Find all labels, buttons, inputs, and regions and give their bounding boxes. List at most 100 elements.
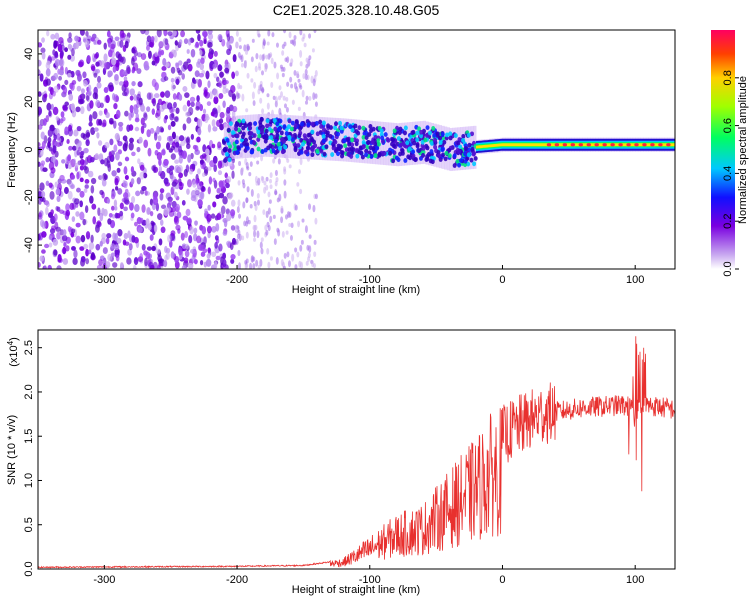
ridge-peak (650, 143, 655, 147)
spectrum-speckle (259, 241, 263, 249)
spectrum-speckle (227, 193, 233, 200)
colorbar-label: Normalized spectral amplitude (737, 76, 749, 224)
spectrum-speckle (123, 232, 129, 240)
spectrum-speckle (104, 141, 110, 149)
spectrum-speckle (212, 155, 218, 164)
ridge-speckle (417, 126, 422, 132)
spectrum-speckle (285, 230, 289, 235)
ridge-halo (335, 117, 339, 161)
spectrum-speckle (123, 180, 128, 189)
spectrum-speckle (127, 248, 132, 256)
spectrum-speckle (296, 251, 300, 258)
spectrum-speckle (53, 85, 59, 93)
spectrum-speckle (218, 118, 224, 124)
spectrum-speckle (207, 247, 211, 253)
spectrum-speckle (293, 82, 297, 90)
spectrum-speckle (92, 216, 97, 225)
ridge-speckle (447, 153, 452, 159)
colorbar-gradient (711, 30, 735, 269)
spectrum-speckle (98, 110, 103, 116)
spectrum-speckle (185, 208, 191, 217)
spectrum-speckle (134, 204, 140, 213)
ridge-speckle (421, 153, 426, 158)
spectrum-speckle (112, 232, 116, 241)
spectrum-speckle (186, 100, 191, 107)
spectrum-speckle (69, 54, 75, 62)
spectrum-speckle (170, 153, 176, 160)
spectrum-speckle (89, 156, 95, 163)
spectrum-speckle (96, 82, 102, 89)
spectrum-speckle (97, 75, 101, 83)
ridge-speckle (438, 135, 443, 141)
ridge-speckle (224, 156, 229, 162)
spectrum-speckle (119, 210, 124, 217)
spectrum-speckle (278, 85, 282, 91)
ridge-speckle (293, 145, 298, 151)
ridge-speckle (361, 144, 366, 149)
spectrum-speckle (124, 199, 130, 205)
ridge-speckle (364, 152, 369, 158)
spectrum-speckle (264, 64, 268, 73)
spectrum-speckle (48, 235, 53, 241)
ridge-speckle (343, 143, 348, 149)
spectrum-speckle (163, 177, 169, 185)
spectrum-speckle (74, 35, 79, 42)
ridge-peak (562, 143, 568, 147)
spectrum-speckle (90, 177, 97, 185)
spectrum-speckle (178, 60, 183, 66)
spectrum-speckle (283, 30, 287, 34)
ridge-speckle (252, 140, 257, 146)
spectrum-speckle (80, 234, 86, 243)
ridge-speckle (354, 148, 359, 153)
spectrum-speckle (136, 146, 141, 153)
spectrum-speckle (139, 253, 143, 261)
spectrum-speckle (62, 258, 69, 265)
spectrum-speckle (200, 159, 205, 164)
spectrum-speckle (55, 226, 61, 232)
ridge-speckle (377, 151, 382, 157)
spectrum-speckle (217, 170, 223, 176)
spectrum-speckle (92, 57, 97, 63)
spectrum-speckle (68, 93, 74, 102)
spectrum-speckle (194, 70, 200, 78)
spectrum-speckle (175, 78, 180, 85)
ridge-speckle (471, 151, 476, 157)
spectrum-speckle (163, 158, 169, 166)
spectrum-speckle (223, 80, 229, 85)
spectrum-speckle (259, 54, 263, 61)
spectrum-speckle (213, 88, 219, 98)
spectrum-speckle (259, 259, 263, 267)
spectrum-speckle (85, 95, 90, 101)
spectrum-speckle (140, 189, 145, 195)
spectrum-speckle (88, 249, 92, 255)
ridge-speckle (459, 158, 464, 163)
spectrum-speckle (41, 37, 45, 43)
spectrum-speckle (72, 257, 78, 266)
spectrum-speckle (85, 231, 91, 240)
spectrogram-y-axis-label: Frequency (Hz) (6, 112, 18, 188)
ridge-speckle (472, 161, 477, 167)
spectrum-speckle (167, 102, 173, 110)
ridge-speckle (289, 126, 294, 132)
spectrum-speckle (187, 154, 192, 163)
spectrum-speckle (45, 180, 50, 187)
spectrum-speckle (51, 225, 56, 231)
spectrum-speckle (79, 30, 85, 36)
spectrum-speckle (211, 226, 217, 233)
spectrum-speckle (166, 142, 171, 151)
spectrum-speckle (52, 106, 59, 116)
spectrum-speckle (266, 102, 270, 110)
spectrum-speckle (64, 47, 69, 53)
page-title: C2E1.2025.328.10.48.G05 (272, 2, 440, 18)
ridge-speckle (223, 147, 228, 153)
spectrum-speckle (124, 175, 129, 180)
spectrum-speckle (229, 209, 236, 217)
spectrum-speckle (308, 55, 312, 60)
ridge-speckle (310, 129, 315, 135)
spectrum-speckle (50, 103, 54, 111)
spectrum-speckle (207, 41, 213, 48)
spectrum-speckle (185, 137, 190, 143)
ridge-speckle (330, 152, 335, 157)
spectrum-speckle (46, 30, 50, 37)
colorbar-tick-label: 0.8 (722, 70, 734, 85)
